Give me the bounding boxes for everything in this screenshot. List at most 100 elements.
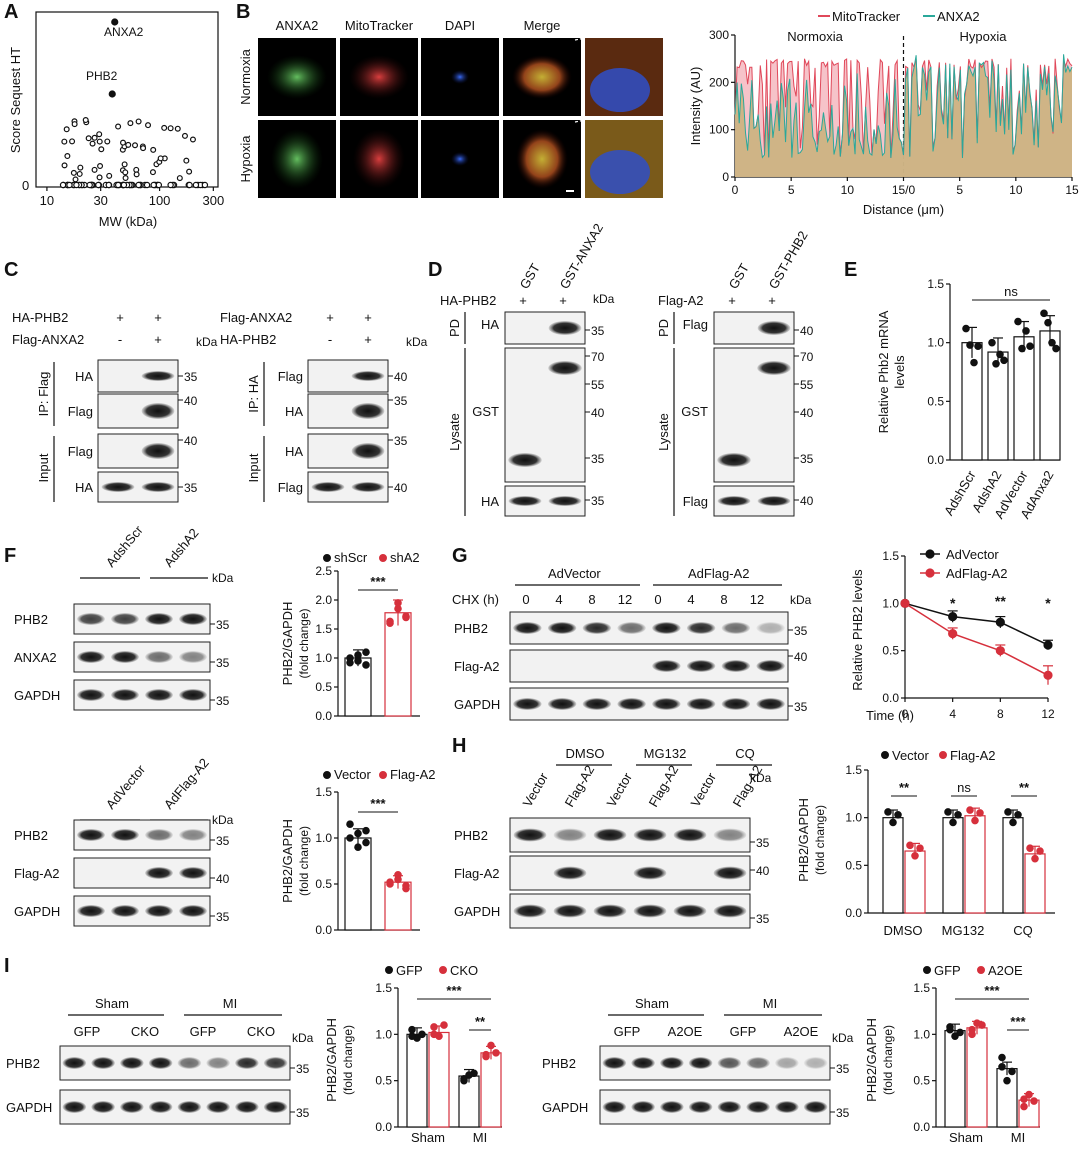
data-point: [362, 838, 370, 847]
y-tick-label: 1.0: [913, 1027, 930, 1041]
blot-strip: [599, 1089, 831, 1125]
blot-strip: [73, 895, 211, 927]
x-tick-label-B: 10: [1009, 183, 1023, 197]
data-point-A: [145, 122, 152, 129]
data-point: [362, 648, 370, 657]
mw-label: 40: [184, 394, 198, 408]
panel-letter-D: D: [428, 259, 442, 281]
y-axis-label-E: levels: [892, 355, 907, 389]
blot-strip: [97, 359, 179, 393]
band-label: GAPDH: [454, 697, 500, 712]
bar: [964, 815, 986, 914]
data-point: [470, 1069, 478, 1078]
blot-band: [508, 453, 542, 467]
blot-band: [206, 1057, 230, 1069]
lane-label: CKO: [247, 1024, 275, 1039]
data-point: [911, 851, 919, 860]
lane-label: Flag-A2: [730, 763, 766, 810]
data-point: [992, 359, 1000, 368]
data-point-A: [192, 181, 200, 189]
x-tick-label-I: Sham: [949, 1130, 983, 1145]
mw-label: 35: [184, 370, 198, 384]
y-axis-label-I: PHB2/GAPDH: [324, 1018, 339, 1102]
condition-label: Flag-A2: [658, 293, 704, 308]
data-point: [1014, 811, 1022, 819]
data-point: [1020, 1102, 1028, 1111]
data-point-A: [167, 125, 174, 132]
x-tick-label-I: Sham: [411, 1130, 445, 1145]
y-tick-label: 1.5: [882, 549, 899, 563]
data-point: [1003, 1076, 1011, 1085]
blot-strip: [509, 611, 789, 645]
column-label: GST: [726, 261, 752, 292]
significance-E: ns: [1004, 284, 1018, 299]
blot-band: [179, 829, 207, 841]
group-label: Sham: [95, 996, 129, 1011]
lane-label: A2OE: [668, 1024, 703, 1039]
data-point-A: [135, 118, 142, 125]
data-point-A: [96, 138, 103, 145]
data-point-A: [61, 162, 68, 169]
blot-band: [513, 698, 542, 710]
blot-strip: [307, 471, 389, 503]
condition-label: Hypoxia: [238, 135, 253, 183]
kda-label: kDa: [292, 1031, 314, 1045]
blot-band: [351, 403, 385, 419]
significance-G: *: [950, 595, 956, 611]
lane-label: Flag-A2: [646, 763, 682, 810]
data-point: [970, 358, 978, 367]
y-tick-label: 1.5: [927, 277, 944, 291]
band-label: GAPDH: [542, 1100, 588, 1115]
blot-strip: [73, 679, 211, 711]
blot-band: [686, 698, 716, 710]
data-point: [996, 350, 1004, 359]
data-point: [995, 646, 1005, 656]
blot-band: [652, 660, 681, 672]
column-label: GST-PHB2: [766, 228, 811, 291]
input-label: Input: [246, 453, 261, 482]
data-point-A: [69, 138, 76, 145]
significance-G: *: [1045, 595, 1051, 611]
data-point-A: [122, 175, 129, 182]
mw-label: 40: [800, 494, 814, 508]
y-axis-label-F: PHB2/GAPDH: [280, 819, 295, 903]
blot-band: [263, 1057, 288, 1069]
mw-label: 55: [591, 378, 605, 392]
band-label: GST: [472, 404, 499, 419]
blot-band: [101, 482, 135, 492]
mw-label: 35: [794, 624, 808, 638]
channel-label: ANXA2: [276, 18, 319, 33]
time-label: 4: [687, 592, 694, 607]
data-point-A: [85, 135, 92, 142]
blot-band: [553, 828, 587, 842]
y-tick-label: 0.0: [315, 709, 332, 723]
treatment-label: MG132: [644, 746, 687, 761]
blot-strip: [599, 1045, 831, 1081]
blot-band: [721, 622, 751, 634]
blot-band: [756, 622, 785, 634]
data-point: [974, 342, 982, 350]
band-label: PHB2: [454, 828, 488, 843]
data-point: [906, 841, 914, 850]
mw-label: 35: [756, 912, 770, 926]
blot-band: [757, 321, 791, 335]
data-point: [976, 809, 984, 817]
lane-label: GFP: [190, 1024, 217, 1039]
blot-band: [179, 651, 207, 663]
blot-band: [686, 660, 716, 672]
mw-label: 35: [394, 394, 408, 408]
blot-band: [120, 1057, 144, 1069]
title-hypoxia: Hypoxia: [960, 29, 1008, 44]
blot-band: [111, 613, 139, 625]
zoom-nucleus: [590, 68, 650, 112]
y-tick-label: 1.0: [315, 831, 332, 845]
x-tick-label-G: 4: [949, 707, 956, 721]
y-tick-label: 1.0: [927, 336, 944, 350]
panel-letter-C: C: [4, 259, 18, 281]
blot-band: [757, 496, 791, 506]
legend-marker: [379, 770, 388, 779]
data-point: [402, 882, 410, 890]
zoom-line: [574, 119, 586, 123]
blot-band: [652, 698, 681, 710]
data-point: [894, 811, 902, 819]
